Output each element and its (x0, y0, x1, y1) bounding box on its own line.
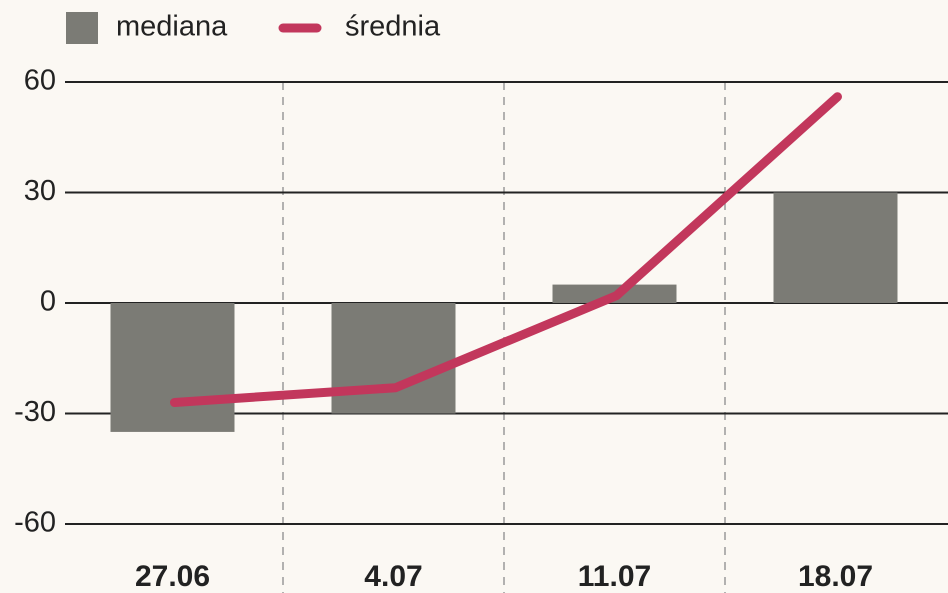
x-tick-label: 27.06 (135, 560, 210, 593)
y-tick-label: 0 (40, 286, 56, 318)
y-tick-label: 30 (24, 175, 56, 207)
bar (331, 303, 456, 414)
x-tick-label: 11.07 (578, 560, 651, 593)
legend-label: mediana (116, 11, 228, 43)
x-tick-label: 18.07 (798, 560, 873, 593)
y-tick-label: -30 (14, 396, 56, 428)
x-tick-label: 4.07 (364, 560, 422, 593)
bar (773, 192, 898, 303)
y-tick-label: 60 (24, 65, 56, 97)
y-tick-label: -60 (14, 507, 56, 539)
legend-label: średnia (345, 11, 441, 43)
line (170, 92, 842, 407)
legend-swatch (66, 12, 98, 44)
bar (110, 303, 235, 432)
